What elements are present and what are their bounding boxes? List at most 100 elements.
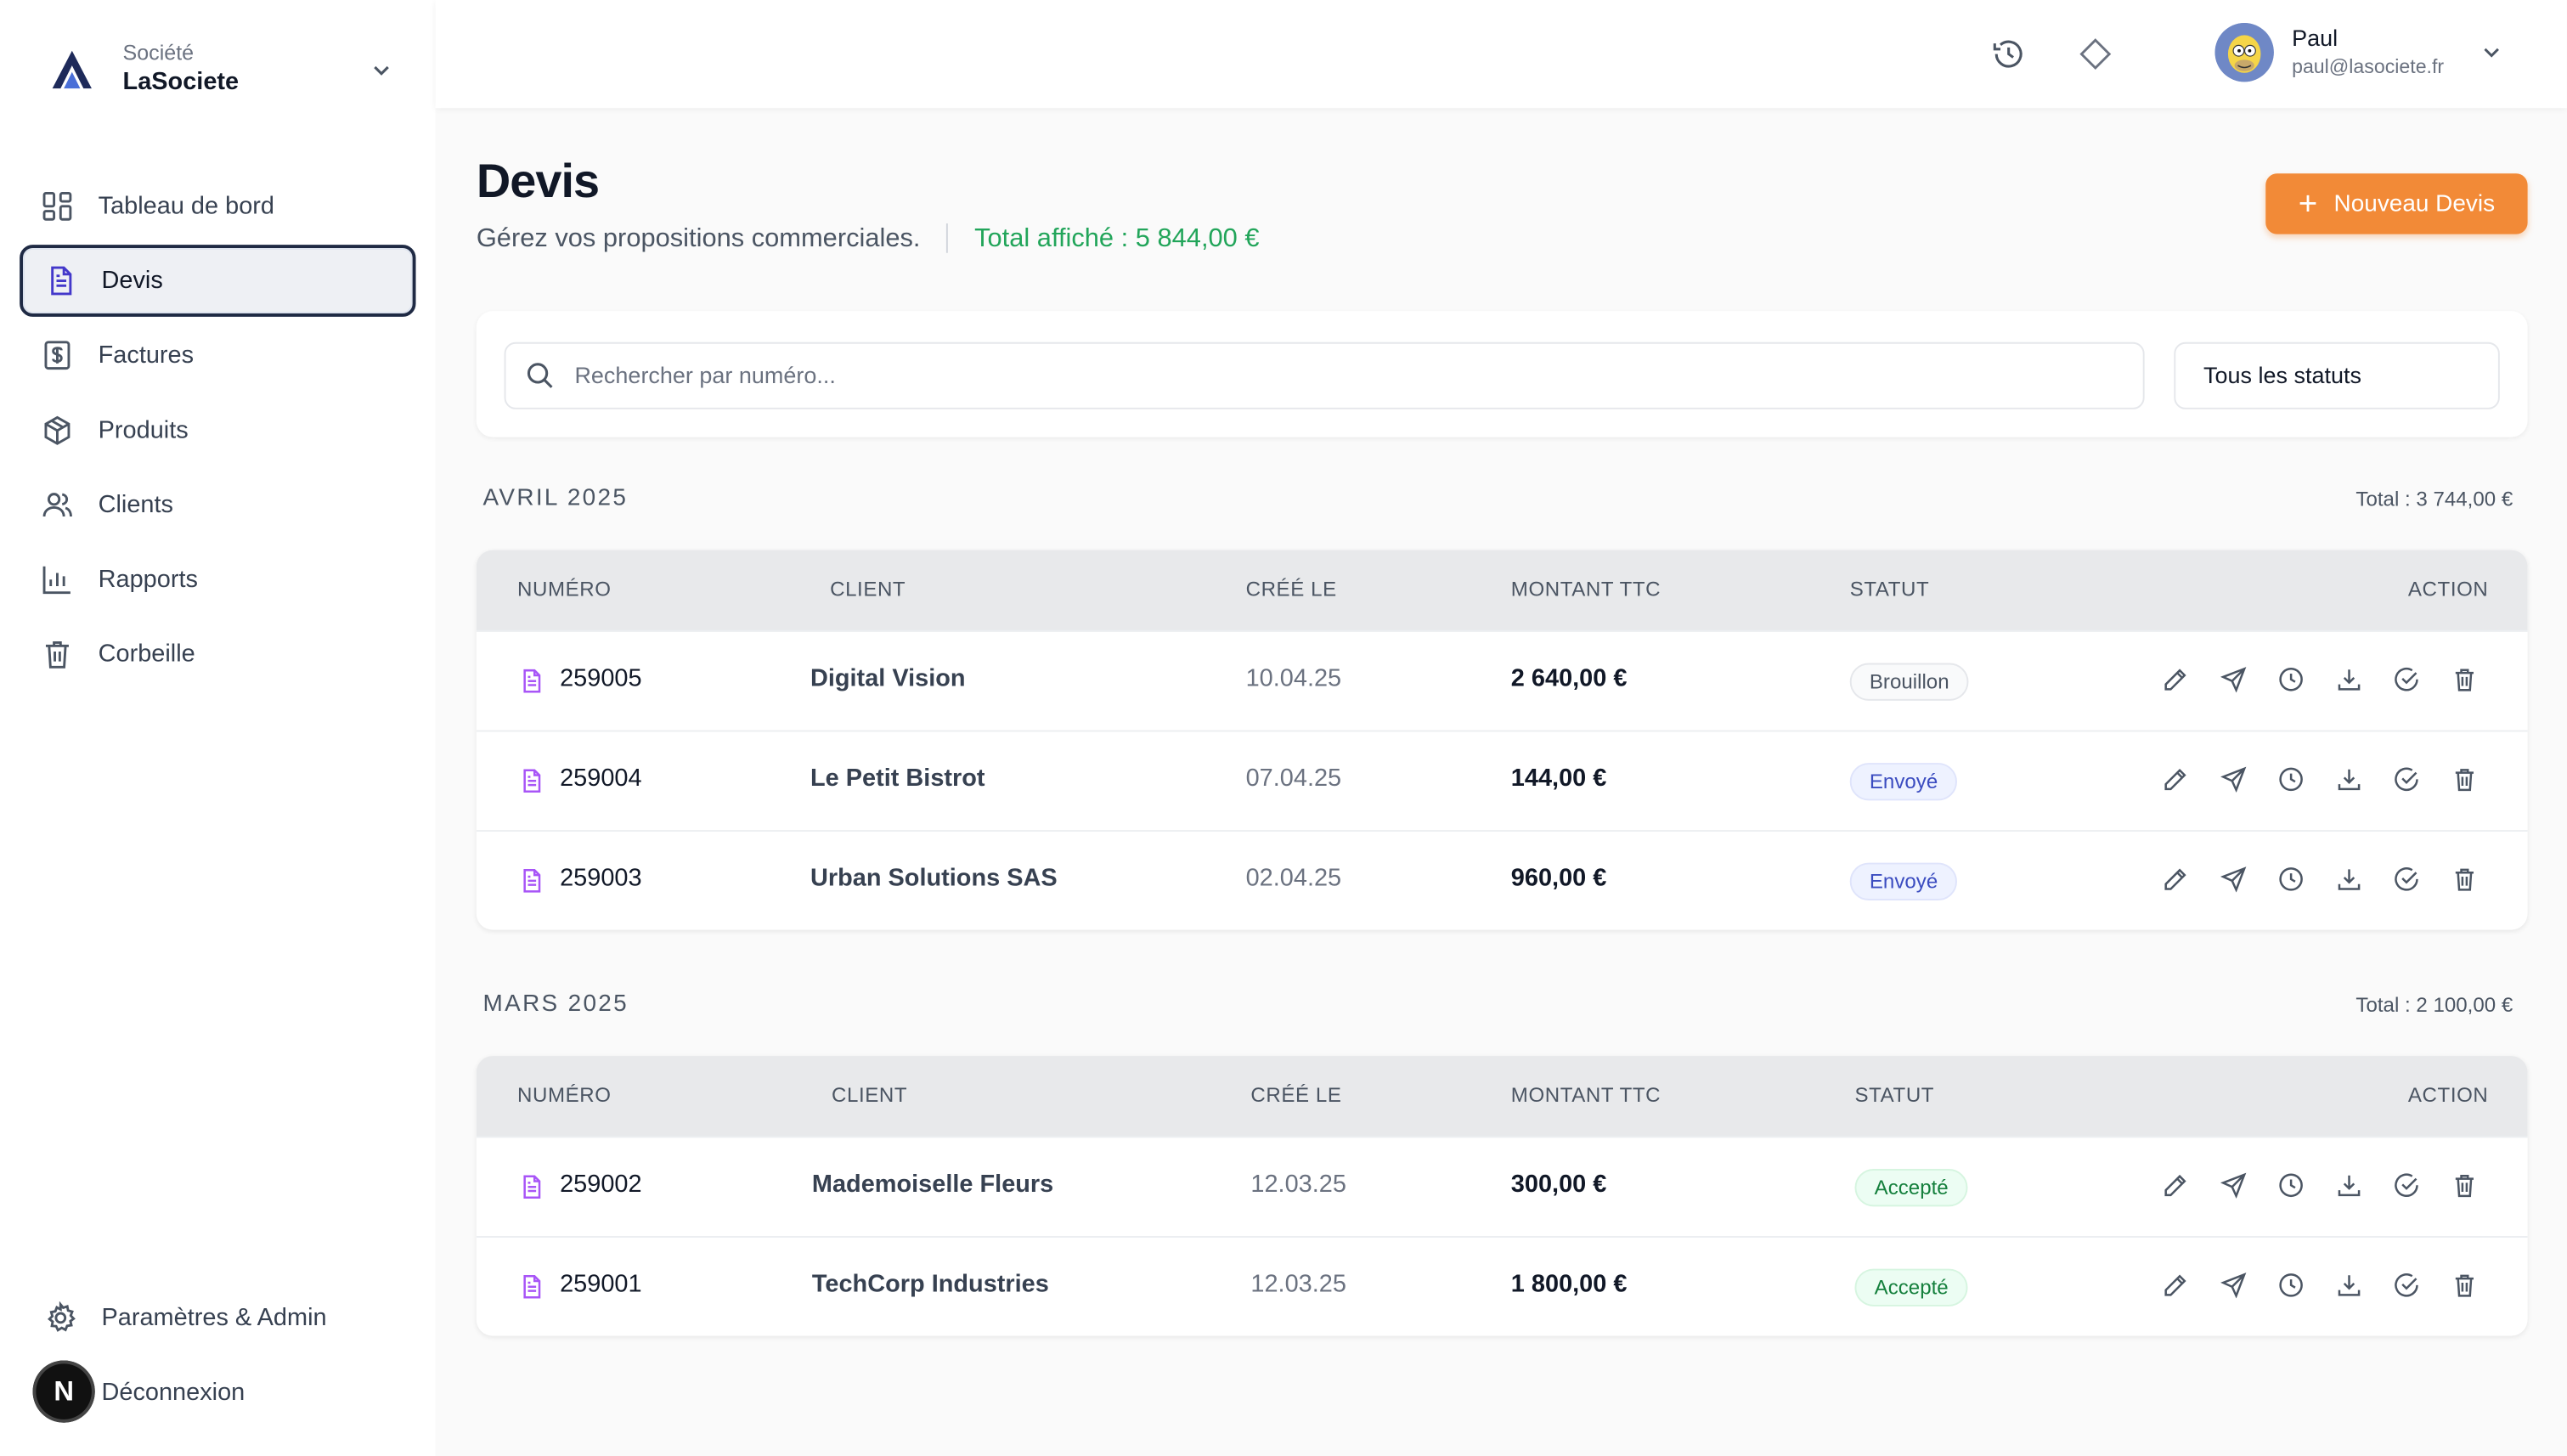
send-icon[interactable]	[2220, 666, 2247, 693]
col-cree-le: CRÉÉ LE	[1245, 578, 1337, 601]
sidebar-item-produits[interactable]: Produits	[20, 394, 415, 466]
status-badge: Accepté	[1854, 1268, 1968, 1306]
trash-icon[interactable]	[2451, 766, 2478, 793]
history-icon[interactable]	[1990, 36, 2026, 71]
sidebar-item-rapports[interactable]: Rapports	[20, 544, 415, 616]
group-total: Total : 2 100,00 €	[2355, 993, 2513, 1017]
sidebar-item-label: Corbeille	[98, 640, 195, 668]
col-numero: NUMÉRO	[516, 578, 612, 601]
company-label: Société	[122, 40, 195, 65]
new-quote-label: Nouveau Devis	[2333, 190, 2496, 217]
trash-icon	[39, 636, 75, 672]
check-circle-icon[interactable]	[2394, 1172, 2420, 1199]
col-action: ACTION	[2407, 1083, 2489, 1107]
app-badge[interactable]: N	[32, 1360, 95, 1423]
client-name: TechCorp Industries	[811, 1270, 1049, 1298]
sidebar-item-devis[interactable]: Devis	[20, 245, 416, 318]
quote-number[interactable]: 259005	[560, 664, 642, 692]
plus-icon: +	[2298, 185, 2318, 223]
send-icon[interactable]	[2220, 1172, 2247, 1199]
send-icon[interactable]	[2220, 766, 2247, 793]
sidebar-item-factures[interactable]: Factures	[20, 319, 415, 392]
table-row[interactable]: 259004 Le Petit Bistrot 07.04.25 144,00 …	[476, 730, 2528, 831]
edit-icon[interactable]	[2163, 766, 2189, 793]
table-header: NUMÉRO CLIENT CRÉÉ LE MONTANT TTC STATUT…	[476, 1056, 2528, 1137]
download-icon[interactable]	[2336, 1172, 2362, 1199]
status-badge: Envoyé	[1849, 862, 1958, 900]
chevron-down-icon	[374, 65, 389, 76]
company-switcher[interactable]: Société LaSociete	[49, 39, 393, 98]
send-icon[interactable]	[2220, 866, 2247, 893]
company-name: LaSociete	[122, 67, 240, 95]
sidebar-item-corbeille[interactable]: Corbeille	[20, 618, 415, 691]
amount: 144,00 €	[1510, 765, 1607, 792]
created-date: 07.04.25	[1245, 765, 1342, 792]
dashboard-icon	[39, 189, 75, 224]
quote-number[interactable]: 259002	[560, 1170, 642, 1198]
history-icon[interactable]	[2278, 666, 2305, 692]
sidebar-item-label: Factures	[98, 341, 195, 369]
col-montant: MONTANT TTC	[1510, 1083, 1661, 1107]
download-icon[interactable]	[2336, 866, 2362, 892]
user-name: Paul	[2292, 25, 2339, 51]
quote-number[interactable]: 259004	[560, 765, 642, 792]
col-client: CLIENT	[832, 1083, 908, 1107]
user-menu[interactable]: Paul paul@lasociete.fr	[2214, 22, 2499, 82]
sidebar-item-clients[interactable]: Clients	[20, 469, 415, 541]
trash-icon[interactable]	[2451, 666, 2478, 692]
download-icon[interactable]	[2336, 766, 2362, 793]
table-row[interactable]: 259002 Mademoiselle Fleurs 12.03.25 300,…	[476, 1136, 2528, 1236]
search-input[interactable]: Rechercher par numéro...	[504, 341, 2145, 409]
trash-icon[interactable]	[2451, 866, 2478, 892]
page-subheader: Gérez vos propositions commerciales. Tot…	[477, 223, 1260, 253]
document-icon	[523, 669, 541, 693]
download-icon[interactable]	[2336, 1272, 2362, 1298]
edit-icon[interactable]	[2163, 866, 2189, 892]
search-placeholder: Rechercher par numéro...	[574, 362, 836, 388]
table-row[interactable]: 259005 Digital Vision 10.04.25 2 640,00 …	[476, 629, 2528, 731]
package-icon	[39, 412, 75, 448]
diamond-icon[interactable]	[2078, 36, 2113, 71]
table-header: NUMÉRO CLIENT CRÉÉ LE MONTANT TTC STATUT…	[476, 550, 2528, 630]
history-icon[interactable]	[2278, 866, 2305, 892]
check-circle-icon[interactable]	[2394, 666, 2420, 692]
table-row[interactable]: 259003 Urban Solutions SAS 02.04.25 960,…	[476, 830, 2528, 930]
client-name: Le Petit Bistrot	[810, 765, 985, 792]
edit-icon[interactable]	[2163, 666, 2189, 692]
sidebar-item-deconnexion[interactable]: Déconnexion	[26, 1357, 422, 1429]
page-subtitle: Gérez vos propositions commerciales.	[476, 223, 921, 252]
client-name: Digital Vision	[810, 664, 966, 692]
quote-number[interactable]: 259001	[560, 1270, 642, 1298]
amount: 2 640,00 €	[1510, 664, 1628, 692]
bar-chart-icon	[39, 562, 75, 597]
table-row[interactable]: 259001 TechCorp Industries 12.03.25 1 80…	[476, 1236, 2528, 1336]
download-icon[interactable]	[2336, 666, 2362, 692]
group-total: Total : 3 744,00 €	[2355, 488, 2513, 511]
quotes-table-march: NUMÉRO CLIENT CRÉÉ LE MONTANT TTC STATUT…	[476, 1056, 2528, 1336]
status-filter-select[interactable]: Tous les statuts	[2174, 341, 2500, 409]
filter-bar: Rechercher par numéro... Tous les statut…	[476, 311, 2528, 437]
sidebar: Société LaSociete Tableau de bord Devis …	[0, 0, 436, 1456]
trash-icon[interactable]	[2451, 1272, 2478, 1298]
edit-icon[interactable]	[2163, 1272, 2189, 1298]
sidebar-item-label: Rapports	[98, 565, 198, 593]
history-icon[interactable]	[2278, 766, 2305, 793]
amount: 1 800,00 €	[1510, 1270, 1628, 1298]
document-icon	[523, 869, 541, 893]
sidebar-item-parametres[interactable]: Paramètres & Admin	[26, 1282, 422, 1354]
new-quote-button[interactable]: + Nouveau Devis	[2265, 173, 2528, 234]
check-circle-icon[interactable]	[2394, 1272, 2420, 1298]
send-icon[interactable]	[2220, 1272, 2247, 1299]
trash-icon[interactable]	[2451, 1172, 2478, 1199]
history-icon[interactable]	[2278, 1272, 2305, 1298]
check-circle-icon[interactable]	[2394, 866, 2420, 892]
invoice-icon	[39, 337, 75, 373]
history-icon[interactable]	[2278, 1172, 2305, 1199]
quote-number[interactable]: 259003	[560, 864, 642, 892]
avatar	[2214, 22, 2274, 82]
sidebar-item-label: Déconnexion	[101, 1378, 245, 1406]
sidebar-item-tableau-de-bord[interactable]: Tableau de bord	[20, 170, 415, 242]
sidebar-nav: Tableau de bord Devis Factures Produits …	[20, 170, 416, 692]
check-circle-icon[interactable]	[2394, 766, 2420, 793]
edit-icon[interactable]	[2163, 1172, 2189, 1199]
